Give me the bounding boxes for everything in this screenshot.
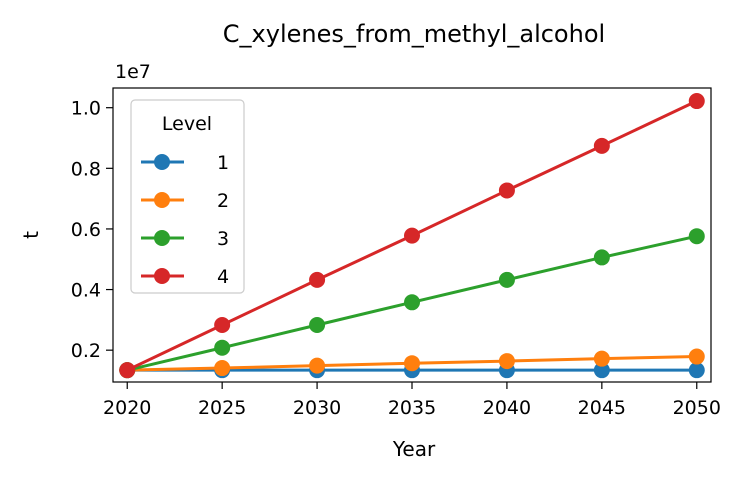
y-tick-label: 0.6 (71, 219, 101, 241)
x-tick-label: 2050 (673, 397, 721, 419)
y-offset-label: 1e7 (115, 61, 151, 83)
data-point (404, 355, 420, 372)
y-axis-label: t (19, 231, 43, 239)
legend-marker (154, 268, 170, 284)
legend-entry: 4 (141, 266, 229, 288)
legend-marker (154, 192, 170, 208)
y-tick-label: 0.8 (71, 158, 101, 180)
data-point (214, 317, 231, 334)
data-point (498, 271, 515, 288)
data-point (309, 271, 326, 288)
data-point (404, 294, 420, 311)
data-point (688, 93, 705, 110)
x-tick-label: 2025 (198, 397, 246, 419)
data-point (309, 317, 326, 334)
x-tick-label: 2020 (103, 397, 151, 419)
x-tick-label: 2030 (293, 397, 341, 419)
chart-title: C_xylenes_from_methyl_alcohol (223, 20, 605, 48)
data-point (688, 348, 705, 365)
data-point (593, 362, 610, 379)
y-tick-label: 1.0 (71, 98, 101, 120)
data-point (593, 137, 610, 154)
data-point (498, 353, 515, 370)
data-point (214, 339, 231, 356)
series-layer (119, 93, 705, 379)
data-point (119, 362, 136, 379)
x-tick-label: 2035 (388, 397, 436, 419)
data-point (688, 362, 705, 379)
data-point (214, 360, 231, 377)
series-4 (119, 93, 705, 379)
legend-entry: 3 (141, 228, 229, 250)
data-point (593, 350, 610, 367)
legend-label: 3 (217, 228, 229, 250)
legend-entry: 2 (141, 190, 229, 212)
x-axis: 2020 2025 2030 2035 2040 2045 2050 (103, 382, 721, 419)
data-point (404, 227, 420, 244)
y-axis: 0.2 0.4 0.6 0.8 1.0 (71, 98, 113, 362)
legend-entry: 1 (141, 152, 229, 174)
data-point (309, 357, 326, 374)
legend-label: 2 (217, 190, 229, 212)
y-tick-label: 0.2 (71, 340, 101, 362)
legend-label: 1 (217, 152, 229, 174)
y-tick-label: 0.4 (71, 280, 101, 302)
legend-marker (154, 154, 170, 170)
legend-marker (154, 230, 170, 246)
data-point (688, 228, 705, 245)
legend-title: Level (162, 113, 212, 135)
x-tick-label: 2045 (578, 397, 626, 419)
series-2 (119, 348, 705, 379)
x-tick-label: 2040 (483, 397, 531, 419)
x-axis-label: Year (392, 437, 436, 461)
legend-label: 4 (217, 266, 229, 288)
data-point (498, 182, 515, 199)
legend: Level 1 2 3 4 (130, 99, 245, 294)
data-point (593, 249, 610, 266)
